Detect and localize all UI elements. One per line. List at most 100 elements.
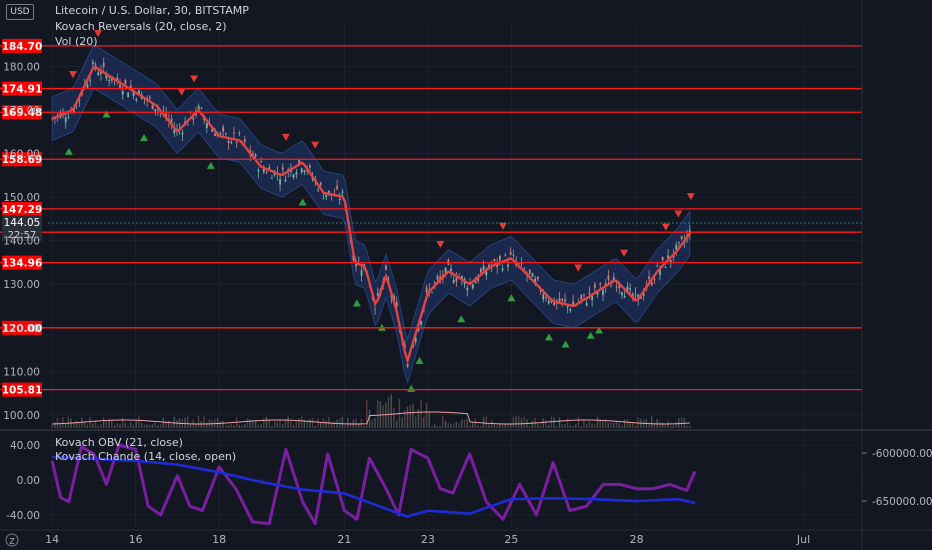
candle-body — [360, 270, 363, 276]
candle-body — [91, 62, 94, 65]
candle-body — [664, 266, 667, 268]
volume-bar — [621, 425, 623, 428]
candle-body — [233, 132, 235, 134]
volume-bar — [276, 422, 278, 428]
buy-marker — [298, 198, 307, 206]
volume-bar — [686, 425, 688, 428]
candle-body — [414, 338, 417, 342]
volume-bar — [493, 424, 496, 428]
chande-line — [50, 443, 697, 526]
volume-bar — [496, 425, 498, 428]
sell-marker — [574, 264, 583, 272]
volume-bar — [187, 416, 189, 428]
volume-bar — [469, 424, 471, 428]
candle-body — [593, 284, 596, 288]
volume-bar — [102, 417, 105, 428]
volume-bar — [260, 424, 262, 428]
volume-bar — [366, 399, 368, 428]
level-price-label: 120.00 — [2, 323, 43, 335]
symbol-title[interactable]: Litecoin / U.S. Dollar, 30, BITSTAMP — [55, 4, 249, 17]
candle-body — [520, 262, 523, 264]
volume-bar — [678, 418, 680, 428]
volume-bar — [246, 418, 249, 428]
sell-marker — [661, 223, 670, 231]
volume-bar — [97, 425, 99, 428]
volume-bar — [414, 416, 417, 428]
volume-bar — [151, 424, 154, 428]
price-tick-label: 140.00 — [3, 236, 40, 248]
volume-bar — [206, 422, 208, 428]
currency-button[interactable]: USD — [6, 4, 34, 20]
volume-bar — [357, 424, 360, 428]
candle-body — [100, 71, 102, 75]
volume-bar — [108, 418, 110, 428]
volume-bar — [577, 416, 580, 428]
volume-bar — [515, 416, 517, 428]
indicator-legend-reversals[interactable]: Kovach Reversals (20, close, 2) — [55, 20, 227, 33]
volume-bar — [607, 422, 610, 428]
candle-body — [583, 294, 585, 296]
current-price-tag — [2, 215, 42, 242]
level-price-label: 147.29 — [2, 204, 43, 216]
volume-bar — [140, 423, 143, 428]
candle-body — [238, 132, 241, 134]
volume-bar — [618, 423, 620, 428]
reversal-midline — [51, 66, 691, 365]
candle-body — [309, 165, 311, 168]
volume-bar — [390, 394, 392, 428]
volume-bar — [146, 424, 148, 428]
candle-body — [78, 98, 81, 101]
volume-bar — [653, 422, 656, 428]
candle-body — [561, 298, 564, 301]
volume-bar — [292, 424, 295, 428]
volume-bar — [225, 425, 227, 428]
indicator-legend-volume[interactable]: Vol (20) — [55, 35, 98, 48]
candle-body — [170, 118, 173, 124]
volume-bar — [111, 420, 113, 428]
volume-bar — [143, 424, 146, 428]
volume-bar — [689, 425, 691, 428]
candle-body — [127, 92, 130, 98]
volume-bar — [537, 424, 539, 428]
volume-bar — [564, 424, 566, 428]
candle-body — [588, 293, 591, 294]
volume-bar — [54, 422, 56, 428]
volume-bar — [314, 425, 316, 428]
volume-bar — [670, 425, 672, 428]
candle-body — [105, 73, 108, 79]
volume-bar — [572, 425, 574, 428]
candle-body — [121, 91, 124, 95]
candle-body — [436, 276, 439, 280]
volume-bar — [263, 418, 265, 428]
candle-body — [243, 139, 246, 142]
level-price-label: 105.81 — [2, 385, 43, 397]
candle-countdown: 22:57 — [8, 230, 37, 241]
buy-marker — [102, 110, 111, 118]
volume-bar — [149, 424, 151, 428]
horizontal-levels[interactable]: 184.70174.91169.48158.69147.29141.94134.… — [0, 38, 862, 397]
indicator-legend-obv[interactable]: Kovach OBV (21, close) — [55, 436, 183, 449]
volume-bar — [176, 420, 178, 428]
price-tick-label: 100.00 — [3, 410, 40, 422]
indicator-legend-chande[interactable]: Kovach Chande (14, close, open) — [55, 450, 237, 463]
oscillator-pane — [50, 443, 697, 526]
level-price-tag — [2, 38, 42, 53]
volume-bar — [244, 423, 246, 428]
volume-bar — [203, 416, 205, 428]
candle-body — [148, 96, 151, 99]
volume-bar — [197, 416, 200, 428]
volume-bar — [602, 421, 604, 428]
candle-body — [395, 301, 398, 307]
candle-body — [262, 168, 265, 172]
candle-body — [271, 178, 273, 179]
volume-bar — [420, 399, 422, 428]
candle-body — [129, 85, 132, 90]
candle-body — [338, 198, 341, 201]
volume-bar — [252, 421, 254, 428]
volume-bar — [667, 421, 669, 428]
volume-bar — [659, 421, 661, 428]
volume-bar — [401, 417, 403, 428]
volume-bar — [121, 417, 124, 428]
volume-bar — [604, 418, 607, 428]
